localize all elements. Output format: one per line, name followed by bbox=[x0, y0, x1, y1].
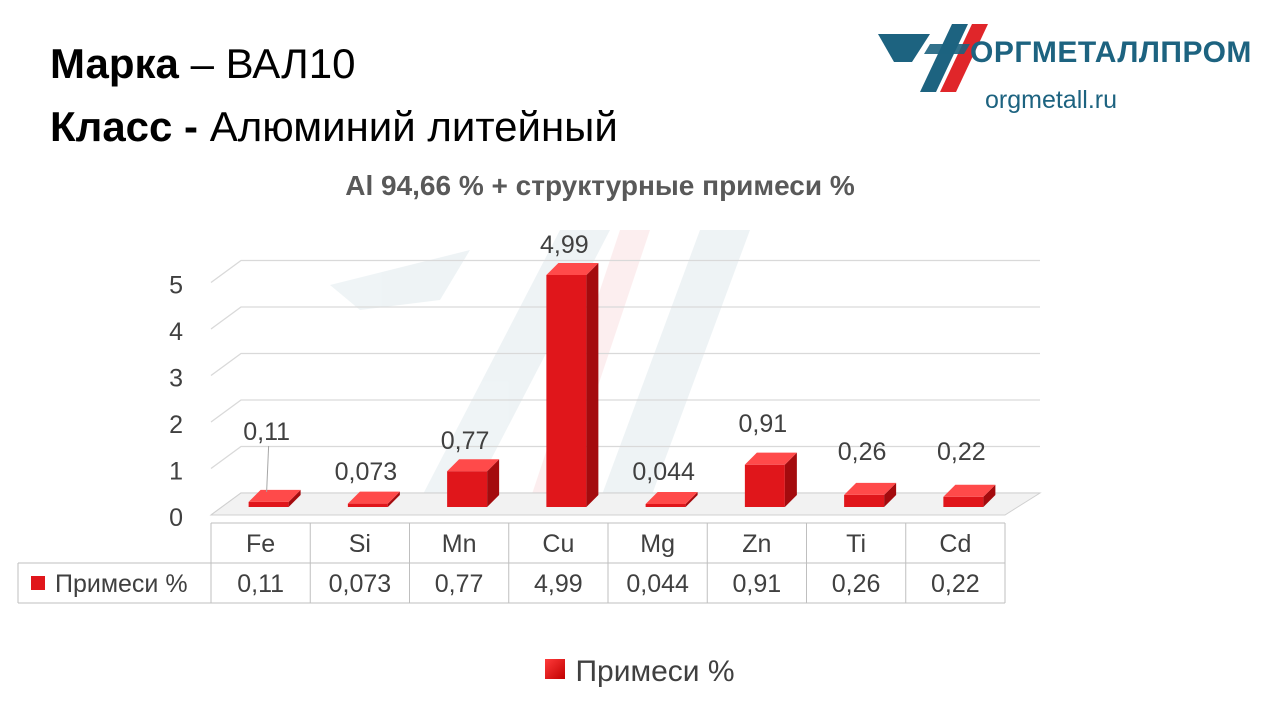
leader-line bbox=[266, 445, 270, 492]
table-series-name: Примеси % bbox=[55, 570, 188, 598]
bar-side bbox=[685, 492, 698, 507]
gridline bbox=[210, 352, 1040, 377]
x-tick-label: Zn bbox=[742, 530, 771, 558]
bar-top bbox=[645, 492, 698, 504]
bar-side bbox=[487, 459, 500, 507]
x-tick-label: Mg bbox=[640, 530, 675, 558]
bar-side bbox=[387, 491, 400, 507]
table-value: 0,11 bbox=[237, 570, 284, 598]
bar-si bbox=[347, 491, 400, 507]
table-value: 4,99 bbox=[534, 570, 583, 598]
x-tick-label: Fe bbox=[246, 530, 275, 558]
legend-swatch bbox=[545, 659, 566, 679]
chart-floor bbox=[209, 492, 1042, 516]
data-label: 0,26 bbox=[838, 438, 887, 466]
table-value: 0,073 bbox=[329, 570, 392, 598]
x-tick-label: Ti bbox=[846, 530, 866, 558]
mark-value: – ВАЛ10 bbox=[190, 40, 356, 87]
logo-name: ОРГМЕТАЛЛПРОМ bbox=[970, 36, 1252, 69]
orgmetallprom-logo-icon bbox=[878, 24, 988, 92]
class-heading: Класс - Алюминий литейный bbox=[50, 103, 618, 151]
y-tick-label: 5 bbox=[169, 272, 183, 300]
table-value: 0,044 bbox=[626, 570, 689, 598]
bar-front bbox=[347, 503, 388, 507]
legend: Примеси % bbox=[0, 655, 1280, 689]
legend-label: Примеси % bbox=[575, 655, 735, 688]
data-label: 4,99 bbox=[540, 231, 589, 259]
bar-side bbox=[983, 484, 996, 507]
table-legend-swatch bbox=[31, 576, 45, 590]
bar-front bbox=[248, 501, 289, 507]
bar-side bbox=[784, 452, 797, 507]
bar-top bbox=[447, 459, 500, 472]
table-value: 0,91 bbox=[733, 570, 782, 598]
class-label: Класс - bbox=[50, 103, 199, 150]
gridline bbox=[210, 399, 1040, 423]
bar-side bbox=[586, 262, 599, 507]
bar-top bbox=[744, 452, 797, 465]
bar-cd bbox=[943, 484, 996, 507]
bar-side bbox=[884, 482, 897, 507]
table-value: 0,22 bbox=[931, 570, 980, 598]
y-tick-label: 1 bbox=[169, 458, 183, 486]
logo-site-link[interactable]: orgmetall.ru bbox=[985, 86, 1117, 114]
bar-top bbox=[844, 482, 897, 495]
bar-cu bbox=[546, 262, 599, 507]
bar-front bbox=[943, 496, 984, 507]
data-label: 0,77 bbox=[441, 427, 490, 455]
watermark-part bbox=[330, 250, 470, 310]
x-tick-label: Cu bbox=[542, 530, 574, 558]
table-value: 0,26 bbox=[832, 570, 881, 598]
bar-mn bbox=[447, 459, 500, 507]
bar-front bbox=[844, 494, 885, 507]
y-tick-label: 2 bbox=[169, 411, 183, 439]
data-label: 0,044 bbox=[632, 458, 695, 486]
y-tick-label: 0 bbox=[169, 504, 183, 532]
data-label: 0,22 bbox=[937, 438, 986, 466]
data-label: 0,073 bbox=[335, 458, 398, 486]
bar-side bbox=[288, 489, 301, 507]
chart-title: Al 94,66 % + структурные примеси % bbox=[345, 170, 855, 201]
class-value: Алюминий литейный bbox=[209, 103, 618, 150]
data-label: 0,11 bbox=[243, 418, 290, 446]
bar-front bbox=[447, 471, 488, 507]
watermark-part bbox=[600, 230, 750, 500]
data-label: 0,91 bbox=[739, 410, 788, 438]
bar-front bbox=[546, 274, 587, 507]
bar-mg bbox=[645, 492, 698, 507]
bar-top bbox=[546, 262, 599, 275]
bar-zn bbox=[744, 452, 797, 507]
x-tick-label: Mn bbox=[442, 530, 477, 558]
gridline bbox=[210, 259, 1040, 284]
bar-top bbox=[347, 491, 400, 504]
bar-fe bbox=[248, 489, 301, 507]
bar-ti bbox=[844, 482, 897, 507]
gridline bbox=[210, 306, 1040, 330]
y-tick-label: 3 bbox=[169, 365, 183, 393]
bar-top bbox=[943, 484, 996, 497]
mark-heading: Марка – ВАЛ10 bbox=[50, 40, 355, 88]
bar-front bbox=[744, 464, 785, 507]
x-tick-label: Si bbox=[349, 530, 371, 558]
table-value: 0,77 bbox=[435, 570, 484, 598]
mark-label: Марка bbox=[50, 40, 179, 87]
x-tick-label: Cd bbox=[939, 530, 971, 558]
bar-top bbox=[248, 489, 301, 502]
y-tick-label: 4 bbox=[169, 318, 183, 346]
bar-front bbox=[645, 504, 686, 507]
gridline bbox=[210, 445, 1040, 470]
